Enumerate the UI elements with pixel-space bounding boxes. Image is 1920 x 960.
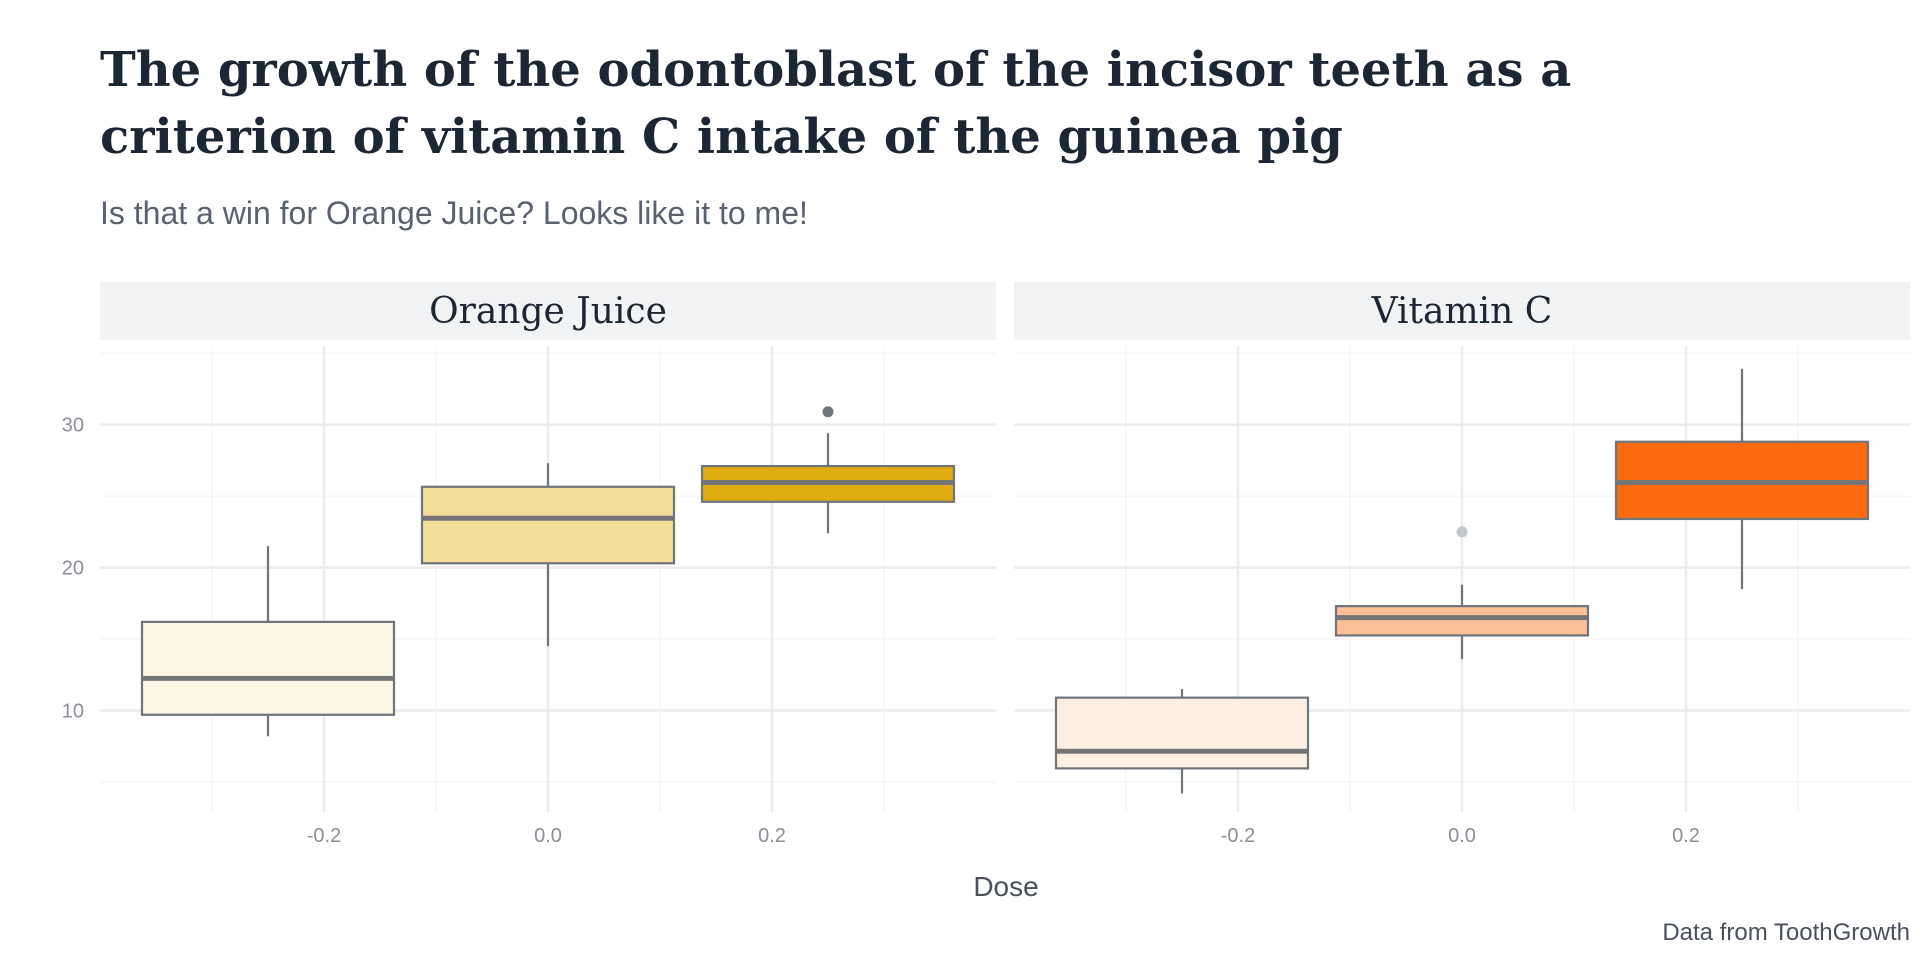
x-axis-title: Dose bbox=[973, 871, 1038, 902]
x-tick-label: -0.2 bbox=[1221, 825, 1255, 847]
facet-strip-label: Vitamin C bbox=[1371, 291, 1553, 332]
chart-title-line-2: criterion of vitamin C intake of the gui… bbox=[100, 109, 1343, 165]
box-iqr bbox=[1334, 605, 1590, 637]
chart-caption: Data from ToothGrowth bbox=[1662, 919, 1910, 946]
facet-strip bbox=[100, 282, 996, 340]
facet-strip-label: Orange Juice bbox=[429, 291, 667, 332]
box-iqr bbox=[140, 620, 396, 716]
x-tick-label: 0.0 bbox=[1448, 825, 1476, 847]
boxplot-box bbox=[140, 546, 396, 737]
box-iqr bbox=[420, 485, 676, 565]
x-tick-label: 0.0 bbox=[534, 825, 562, 847]
y-tick-label: 20 bbox=[62, 558, 84, 580]
y-tick-label: 10 bbox=[62, 701, 84, 723]
outlier-point bbox=[822, 406, 834, 418]
boxplot-box bbox=[1614, 368, 1870, 590]
boxplot-box bbox=[1054, 689, 1310, 794]
x-tick-label: 0.2 bbox=[758, 825, 786, 847]
boxplot-box bbox=[420, 463, 676, 647]
boxplot-box bbox=[1334, 526, 1590, 660]
facet-panel-1: Orange Juice -0.2 0.0 0.2 10 20 30 bbox=[62, 282, 996, 847]
outlier-point bbox=[1456, 526, 1468, 538]
facet-panel-2: Vitamin C -0.2 0.0 0.2 bbox=[1014, 282, 1910, 847]
chart-title-line-1: The growth of the odontoblast of the inc… bbox=[100, 42, 1571, 98]
box-iqr bbox=[1054, 696, 1310, 770]
y-tick-label: 30 bbox=[62, 415, 84, 437]
facet-panels: Orange Juice -0.2 0.0 0.2 10 20 30 Vitamin C -0.… bbox=[62, 282, 1910, 847]
boxplot-box bbox=[700, 406, 956, 534]
chart-subtitle: Is that a win for Orange Juice? Looks li… bbox=[100, 195, 808, 231]
facet-strip bbox=[1014, 282, 1910, 340]
x-tick-label: 0.2 bbox=[1672, 825, 1700, 847]
x-tick-label: -0.2 bbox=[307, 825, 341, 847]
